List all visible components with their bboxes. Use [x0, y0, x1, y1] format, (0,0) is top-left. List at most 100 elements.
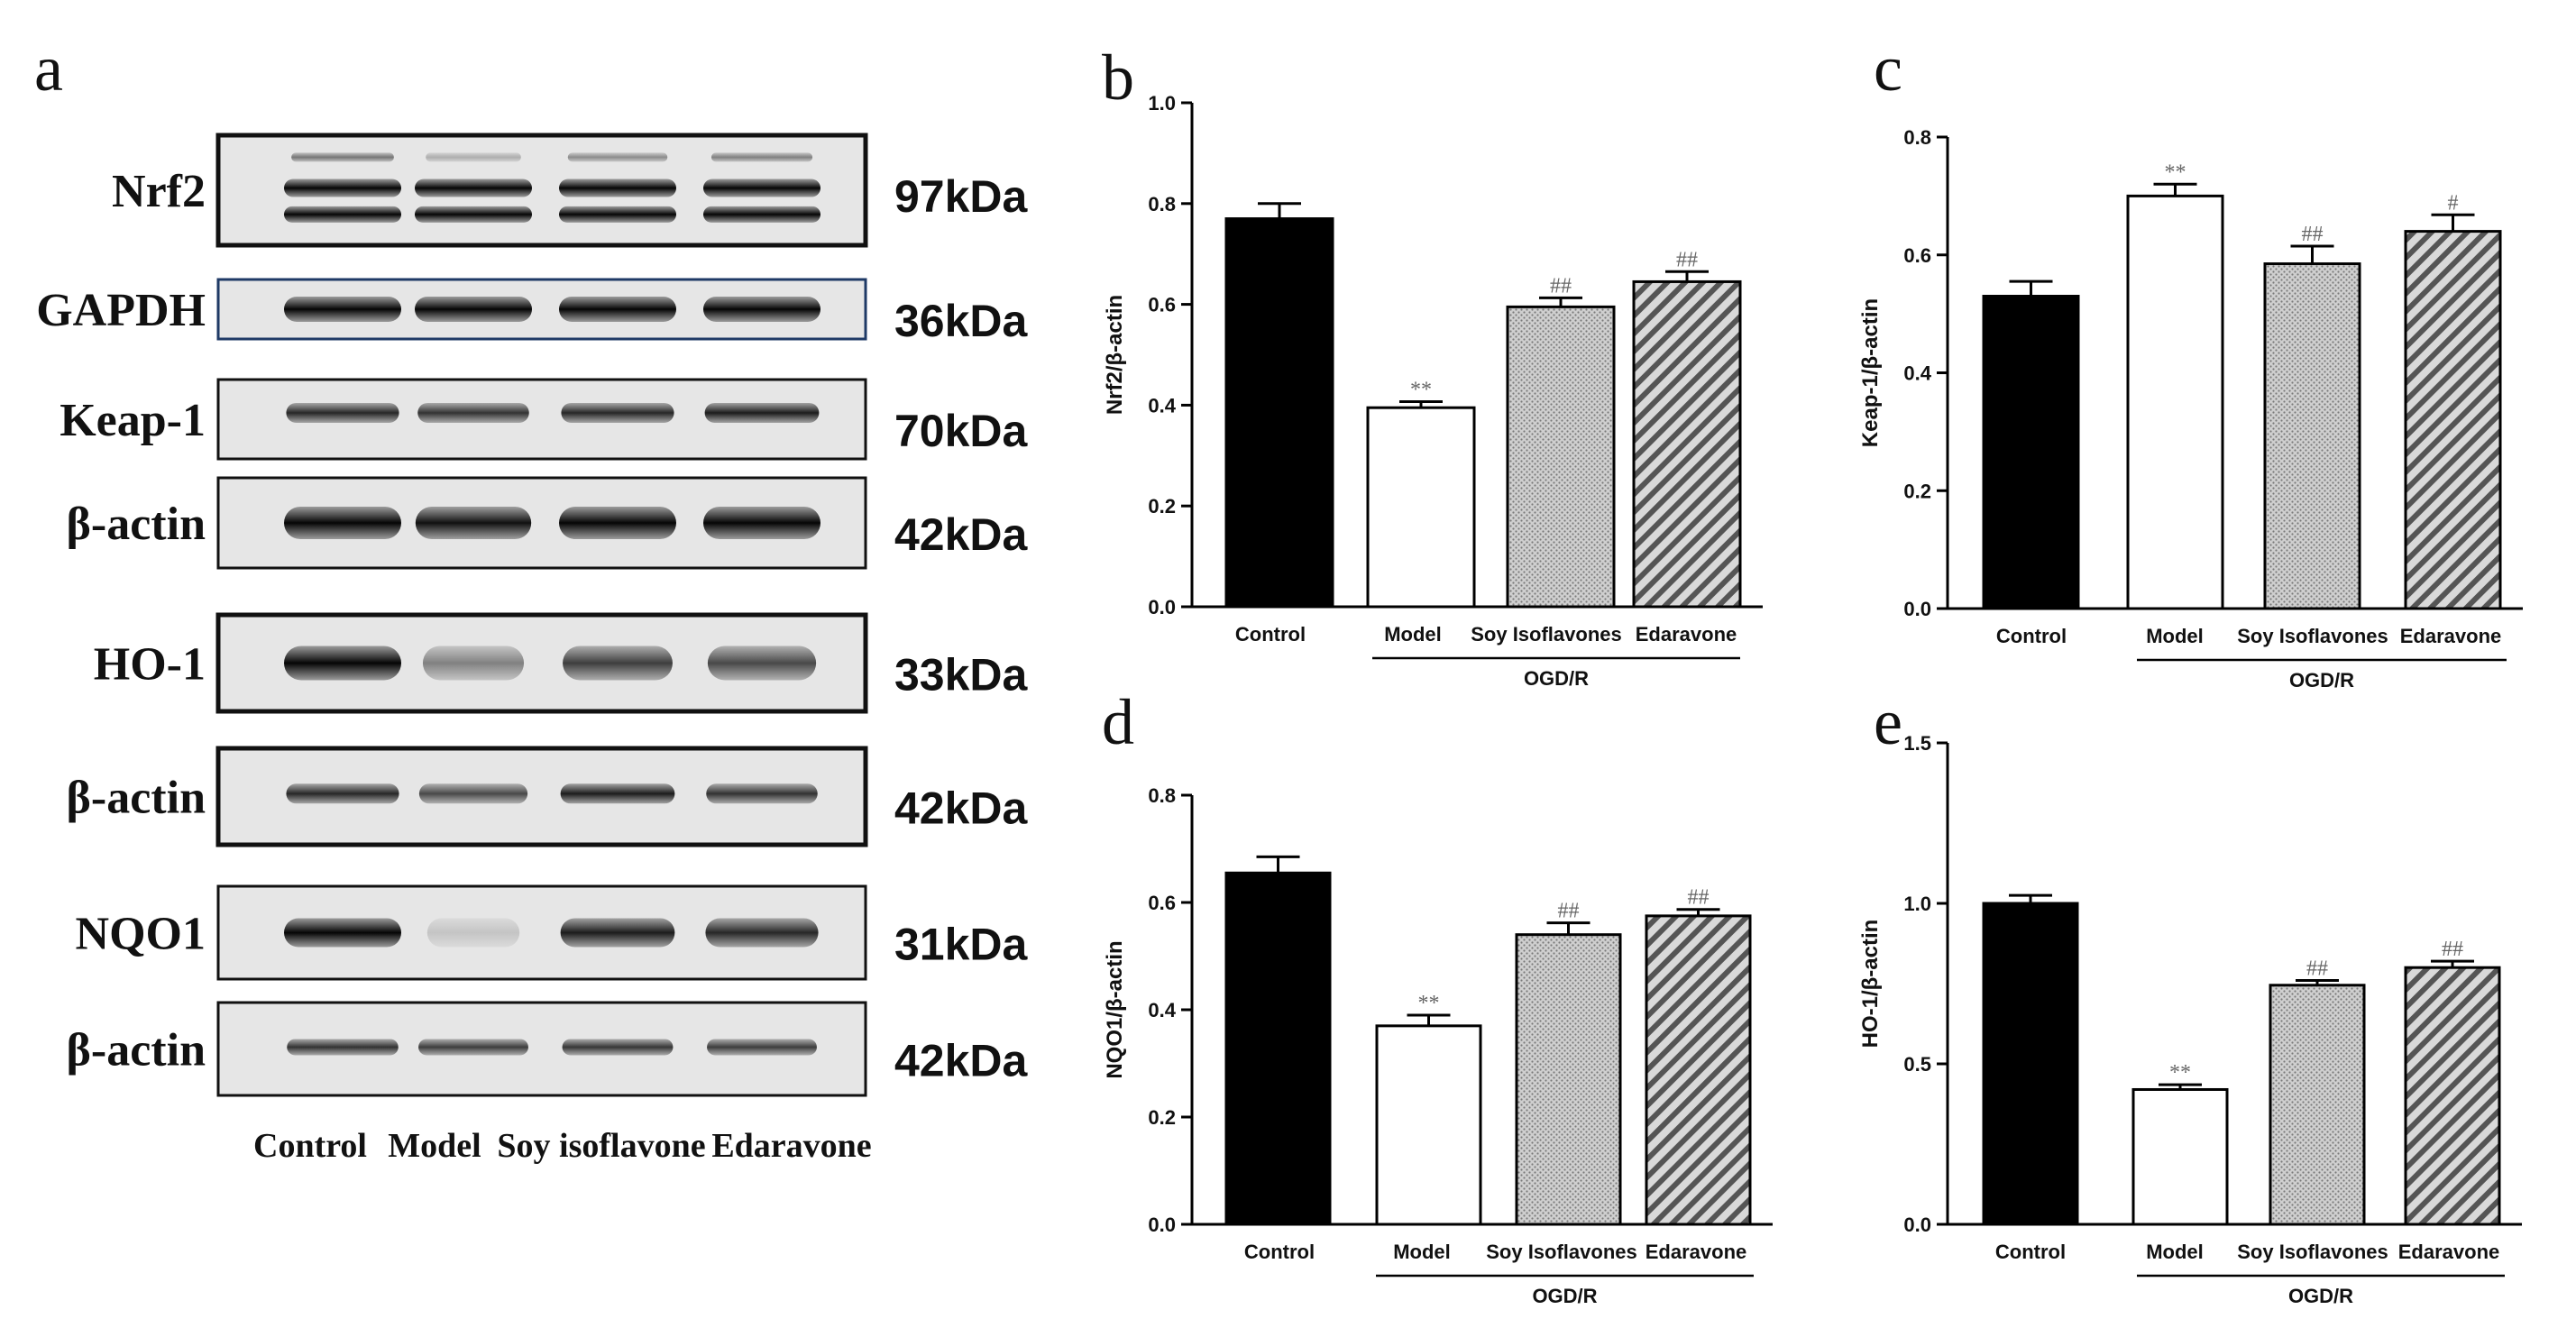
blot-row: NQO1 31kDa	[76, 884, 1029, 981]
blot-band	[706, 783, 818, 804]
lane-label: Control	[253, 1127, 367, 1165]
bar	[2131, 1087, 2229, 1226]
group-label: OGD/R	[2288, 1285, 2353, 1307]
bar	[2404, 966, 2501, 1226]
lane-label: Model	[388, 1127, 481, 1165]
group-label: OGD/R	[1524, 667, 1589, 690]
x-category-label: Model	[1393, 1241, 1451, 1263]
y-tick-label: 0.6	[1148, 892, 1176, 914]
y-axis-label: Keap-1/β-actin	[1858, 298, 1883, 447]
y-tick-label: 0.0	[1148, 1214, 1176, 1236]
x-category-label: Edaravone	[1636, 623, 1737, 646]
blot-band	[707, 646, 817, 681]
significance-mark: ##	[1688, 886, 1710, 910]
significance-mark: ##	[1676, 248, 1698, 271]
blot-band	[418, 783, 528, 804]
blot-band	[417, 402, 529, 423]
bar-charts: b 0.0 0.2 0.4 0.6 0.8 1.0 Nrf2/β-actin Control **…	[1102, 32, 2523, 1307]
blot-band	[562, 1039, 674, 1056]
blot-row: β-actin 42kDa	[67, 476, 1029, 570]
x-category-label: Control	[1995, 1241, 2066, 1263]
y-tick-label: 0.0	[1903, 598, 1931, 620]
blot-band	[563, 646, 673, 681]
blot-band	[415, 206, 532, 223]
blot-band	[284, 179, 401, 197]
significance-mark: **	[1418, 992, 1440, 1015]
blot-band	[703, 507, 820, 539]
blot-band	[561, 402, 674, 423]
blot-band	[415, 507, 532, 539]
bar	[2263, 262, 2361, 610]
bar	[1632, 279, 1742, 609]
bar	[2269, 984, 2366, 1226]
blot-band	[286, 783, 399, 804]
x-category-label: Edaravone	[2398, 1241, 2500, 1263]
y-tick-label: 0.6	[1903, 244, 1931, 267]
blot-band	[426, 918, 520, 948]
blot-row: β-actin 42kDa	[67, 746, 1029, 847]
y-tick-label: 0.8	[1903, 126, 1931, 149]
blot-band	[284, 646, 401, 681]
blot-band	[703, 179, 820, 197]
blot-band	[284, 918, 401, 948]
x-category-label: Edaravone	[2400, 625, 2502, 647]
blot-row: Keap-1 70kDa	[60, 378, 1029, 461]
panel-letter: b	[1102, 41, 1134, 114]
y-tick-label: 0.2	[1148, 495, 1176, 517]
x-category-label: Control	[1235, 623, 1306, 646]
y-tick-label: 0.2	[1148, 1106, 1176, 1129]
group-label: OGD/R	[1532, 1285, 1597, 1307]
y-tick-label: 0.8	[1148, 784, 1176, 807]
bar	[1224, 871, 1332, 1226]
significance-mark: ##	[2306, 957, 2328, 980]
blot-band	[559, 206, 676, 223]
panel-letter: c	[1874, 32, 1902, 105]
bar	[1515, 933, 1622, 1226]
y-axis-label: NQO1/β-actin	[1103, 940, 1127, 1078]
y-tick-label: 0.4	[1148, 394, 1176, 417]
blot-band	[415, 297, 532, 322]
x-category-label: Soy Isoflavones	[1471, 623, 1622, 646]
y-tick-label: 0.2	[1903, 480, 1931, 502]
bar	[1982, 902, 2079, 1226]
y-tick-label: 0.6	[1148, 294, 1176, 316]
blot-band	[705, 918, 819, 948]
blot-kda-label: 42kDa	[894, 1036, 1029, 1086]
blot-protein-label: Nrf2	[112, 166, 206, 217]
blot-protein-label: Keap-1	[60, 395, 206, 446]
y-axis-label: Nrf2/β-actin	[1103, 295, 1127, 415]
y-tick-label: 0.5	[1903, 1053, 1931, 1076]
blot-protein-label: β-actin	[67, 499, 206, 550]
blot-protein-label: HO-1	[94, 639, 206, 691]
group-label: OGD/R	[2289, 669, 2354, 691]
x-category-label: Soy Isoflavones	[1486, 1241, 1637, 1263]
bar	[1506, 305, 1616, 609]
x-category-label: Model	[2146, 625, 2204, 647]
blot-kda-label: 33kDa	[894, 650, 1029, 701]
blot-band	[291, 152, 394, 162]
x-category-label: Soy Isoflavones	[2237, 1241, 2388, 1263]
western-blot-panel: a Nrf2 97kDa GAPDH 36kDa Keap-1 70kDa β-actin 4…	[34, 32, 1029, 1165]
blot-band	[284, 297, 401, 322]
x-category-label: Control	[1244, 1241, 1315, 1263]
blot-band	[415, 179, 532, 197]
blot-band	[710, 152, 813, 162]
blot-row: Nrf2 97kDa	[112, 133, 1029, 248]
y-tick-label: 1.0	[1903, 893, 1931, 915]
significance-mark: ##	[2302, 223, 2324, 246]
blot-band	[560, 783, 675, 804]
significance-mark: ##	[1558, 900, 1580, 923]
blot-kda-label: 70kDa	[894, 406, 1029, 456]
blot-band	[707, 1039, 817, 1056]
significance-mark: #	[2448, 191, 2459, 215]
blot-band	[284, 507, 401, 539]
bar	[1375, 1024, 1482, 1226]
bar	[1366, 406, 1476, 609]
blot-band	[567, 152, 668, 162]
lane-labels: Control Model Soy isoflavone Edaravone	[253, 1127, 872, 1165]
blot-band	[704, 402, 820, 423]
x-category-label: Model	[2146, 1241, 2204, 1263]
blot-protein-label: NQO1	[76, 909, 206, 960]
bar-chart-c: c 0.0 0.2 0.4 0.6 0.8 Keap-1/β-actin Control ** M…	[1858, 32, 2523, 691]
